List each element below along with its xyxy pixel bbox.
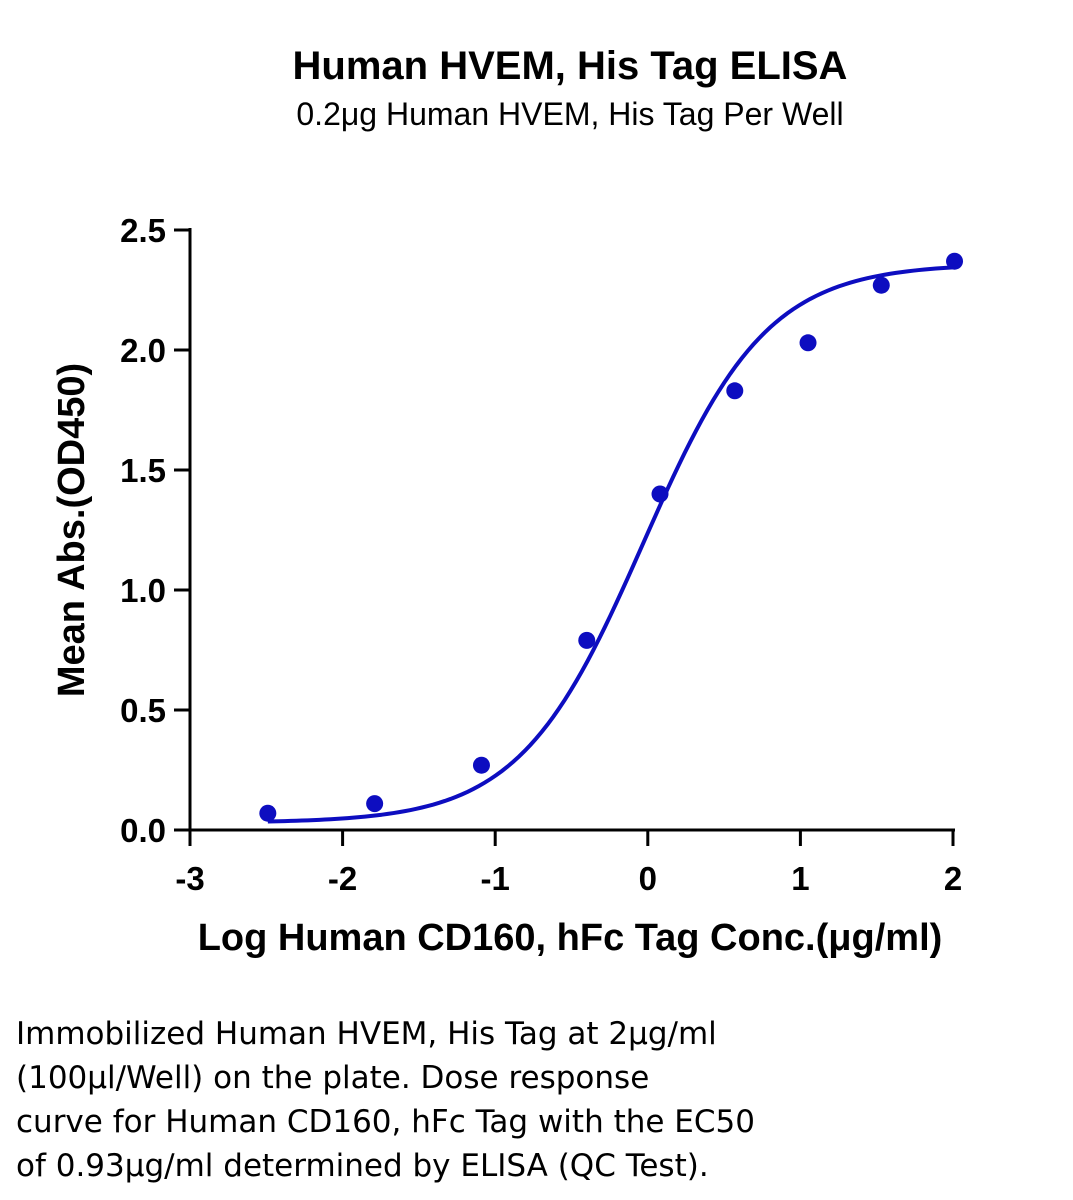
data-point <box>259 804 277 822</box>
x-tick-label: 0 <box>639 860 657 897</box>
x-tick-label: 2 <box>944 860 962 897</box>
x-tick-label: -2 <box>328 860 357 897</box>
axes: 0.0 0.5 1.0 1.5 2.0 2.5 -3 -2 -1 0 1 2 <box>120 212 962 897</box>
y-tick-label: 1.5 <box>120 452 166 489</box>
y-tick-label: 0.5 <box>120 692 166 729</box>
data-points <box>259 252 964 822</box>
x-tick-label: -3 <box>175 860 204 897</box>
caption-line: (100μl/Well) on the plate. Dose response <box>16 1060 650 1096</box>
data-point <box>651 485 669 503</box>
x-tick-label: 1 <box>791 860 809 897</box>
data-point <box>946 252 964 270</box>
data-point <box>799 334 817 352</box>
y-tick-label: 2.5 <box>120 212 166 249</box>
data-point <box>366 795 384 813</box>
data-point <box>578 631 596 649</box>
x-tick-label: -1 <box>481 860 510 897</box>
caption: Immobilized Human HVEM, His Tag at 2μg/m… <box>16 1012 1056 1188</box>
y-tick-label: 2.0 <box>120 332 166 369</box>
data-point <box>726 382 744 400</box>
elisa-chart: 0.0 0.5 1.0 1.5 2.0 2.5 -3 -2 -1 0 1 2 Log Human CD… <box>51 212 964 959</box>
caption-line: curve for Human CD160, hFc Tag with the … <box>16 1104 755 1140</box>
data-point <box>472 756 490 774</box>
fit-curve <box>267 265 954 824</box>
x-axis-label: Log Human CD160, hFc Tag Conc.(μg/ml) <box>198 917 943 959</box>
y-axis-label: Mean Abs.(OD450) <box>51 363 93 697</box>
caption-line: of 0.93μg/ml determined by ELISA (QC Tes… <box>16 1148 709 1184</box>
y-tick-label: 0.0 <box>120 812 166 849</box>
chart-title: Human HVEM, His Tag ELISA <box>292 44 848 88</box>
caption-line: Immobilized Human HVEM, His Tag at 2μg/m… <box>16 1016 717 1052</box>
chart-subtitle: 0.2μg Human HVEM, His Tag Per Well <box>296 96 844 132</box>
data-point <box>872 276 890 294</box>
y-tick-label: 1.0 <box>120 572 166 609</box>
